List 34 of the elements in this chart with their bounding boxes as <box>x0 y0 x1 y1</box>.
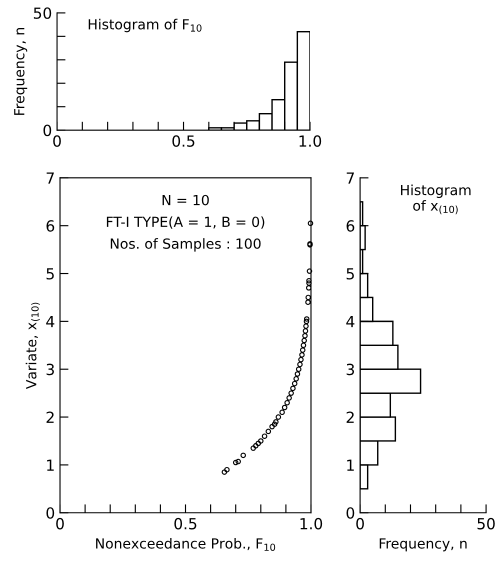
x-axis-title: Nonexceedance Prob., F$_{10}$ <box>96 538 276 551</box>
y-axis-title: Frequency, n <box>14 28 28 115</box>
annotation: Nos. of Samples : 100 <box>110 238 261 252</box>
y-tick-label: 4 <box>346 316 354 328</box>
y-tick-label: 50 <box>34 7 52 19</box>
x-tick-label: 1.0 <box>300 518 322 530</box>
y-tick-label: 1 <box>347 460 354 471</box>
y-tick-label: 2 <box>346 412 354 423</box>
x-tick-label: 0 <box>56 518 64 530</box>
y-axis-title: Variate, x$_{(10)}$ <box>26 302 40 390</box>
annotation: FT-I TYPE(A = 1, B = 0) <box>106 216 264 229</box>
x-tick-label: 1.0 <box>300 135 322 147</box>
y-tick-label: 2 <box>46 412 54 423</box>
x-tick-label: 0.5 <box>172 135 194 147</box>
y-tick-label: 4 <box>46 316 54 328</box>
y-tick-label: 6 <box>346 220 354 232</box>
y-tick-label: 0 <box>43 124 52 136</box>
chart-title: Histogram of F$_{10}$ <box>88 18 202 32</box>
y-tick-label: 3 <box>46 364 54 376</box>
x-axis-title: Frequency, n <box>380 538 467 552</box>
annotation: N = 10 <box>162 194 209 206</box>
y-tick-label: 7 <box>346 172 354 184</box>
y-tick-label: 7 <box>46 172 54 184</box>
y-tick-label: 3 <box>346 364 354 376</box>
x-tick-label: 0 <box>356 518 364 530</box>
y-tick-label: 0 <box>346 507 354 519</box>
y-tick-label: 5 <box>46 268 54 280</box>
text: Histogram of x$_{(10)}$ <box>401 184 471 214</box>
y-tick-label: 0 <box>46 507 54 519</box>
y-tick-label: 5 <box>346 268 354 280</box>
x-tick-label: 0.5 <box>174 518 196 530</box>
x-tick-label: 50 <box>478 518 495 530</box>
y-tick-label: 1 <box>47 460 54 471</box>
y-tick-label: 6 <box>46 220 54 232</box>
